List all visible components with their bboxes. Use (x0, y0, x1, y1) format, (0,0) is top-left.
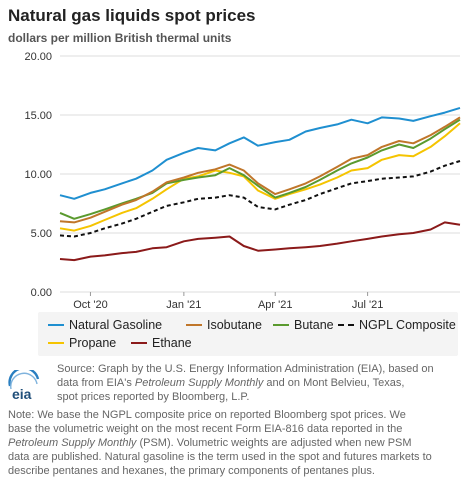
legend-swatch-natural-gasoline (48, 324, 64, 326)
grid-lines (60, 55, 460, 293)
legend-item-isobutane[interactable]: Isobutane (186, 318, 262, 332)
x-tick-label: Oct '20 (73, 299, 108, 311)
source-line-1: Source: Graph by the U.S. Energy Informa… (57, 363, 434, 375)
source-and-notes: eia Source: Graph by the U.S. Energy Inf… (0, 360, 469, 494)
legend-swatch-isobutane (186, 324, 202, 326)
y-tick-label: 20.00 (24, 51, 52, 63)
legend-item-natural-gasoline[interactable]: Natural Gasoline (48, 318, 162, 332)
chart-subtitle: dollars per million British thermal unit… (8, 31, 232, 45)
source-line-2c: and on Mont Belvieu, Texas, (263, 377, 405, 389)
eia-logo-text: eia (12, 386, 32, 402)
line-chart: 0.00 5.00 10.00 15.00 20.00 Oct '20 Jan '21 Ap… (24, 51, 461, 311)
note-line-3b: (PSM). Volumetric weights are adjusted w… (136, 437, 412, 449)
series-line-butane (59, 118, 461, 220)
eia-logo-icon[interactable]: eia (7, 370, 43, 402)
y-tick-label: 5.00 (31, 228, 52, 240)
y-tick-label: 0.00 (31, 287, 52, 299)
legend-label-ngpl-composite: NGPL Composite (359, 318, 456, 332)
y-tick-label: 15.00 (24, 110, 52, 122)
note-psm-title: Petroleum Supply Monthly (8, 437, 137, 449)
legend-label-propane: Propane (69, 336, 117, 350)
y-tick-label: 10.00 (24, 169, 52, 181)
chart-legend: Natural Gasoline Isobutane Butane NGPL C… (38, 312, 458, 356)
series-line-ngpl-composite (59, 160, 461, 238)
note-line-2: base the volumetric weight on the most r… (8, 423, 403, 435)
source-text: Source: Graph by the U.S. Energy Informa… (57, 362, 457, 404)
series-line-propane (59, 122, 461, 232)
note-line-5: describe pentanes and hexanes, the prima… (8, 465, 375, 477)
note-text: Note: We base the NGPL composite price o… (8, 408, 460, 478)
legend-item-propane[interactable]: Propane (48, 336, 116, 350)
series-line-natural-gasoline (59, 106, 461, 200)
legend-swatch-butane (273, 324, 289, 326)
x-tick-label: Jul '21 (352, 299, 383, 311)
series-line-ethane (59, 221, 461, 262)
legend-swatch-ethane (131, 342, 147, 344)
source-line-2a: data from EIA's (57, 377, 135, 389)
x-axis-tick-labels: Oct '20 Jan '21 Apr '21 Jul '21 (73, 292, 383, 311)
chart-title: Natural gas liquids spot prices (8, 6, 256, 25)
series-line-isobutane (59, 116, 461, 224)
source-line-3: spot prices reported by Bloomberg, L.P. (57, 391, 250, 403)
x-tick-label: Jan '21 (166, 299, 201, 311)
note-line-3: Petroleum Supply Monthly (PSM). Volumetr… (8, 436, 460, 450)
legend-item-butane[interactable]: Butane (273, 318, 334, 332)
legend-item-ethane[interactable]: Ethane (131, 336, 192, 350)
legend-item-ngpl-composite[interactable]: NGPL Composite (338, 318, 456, 332)
x-tick-label: Apr '21 (258, 299, 293, 311)
series-lines (59, 106, 461, 262)
source-line-2: data from EIA's Petroleum Supply Monthly… (57, 376, 457, 390)
note-line-4: data are published. Natural gasoline is … (8, 451, 432, 463)
legend-swatch-ngpl-composite (338, 324, 354, 326)
legend-swatch-propane (48, 342, 64, 344)
legend-label-ethane: Ethane (152, 336, 192, 350)
legend-label-butane: Butane (294, 318, 334, 332)
source-psm-title: Petroleum Supply Monthly (134, 377, 264, 389)
legend-label-isobutane: Isobutane (207, 318, 262, 332)
note-line-1: Note: We base the NGPL composite price o… (8, 409, 406, 421)
y-axis-tick-labels: 0.00 5.00 10.00 15.00 20.00 (24, 51, 52, 299)
legend-label-natural-gasoline: Natural Gasoline (69, 318, 163, 332)
